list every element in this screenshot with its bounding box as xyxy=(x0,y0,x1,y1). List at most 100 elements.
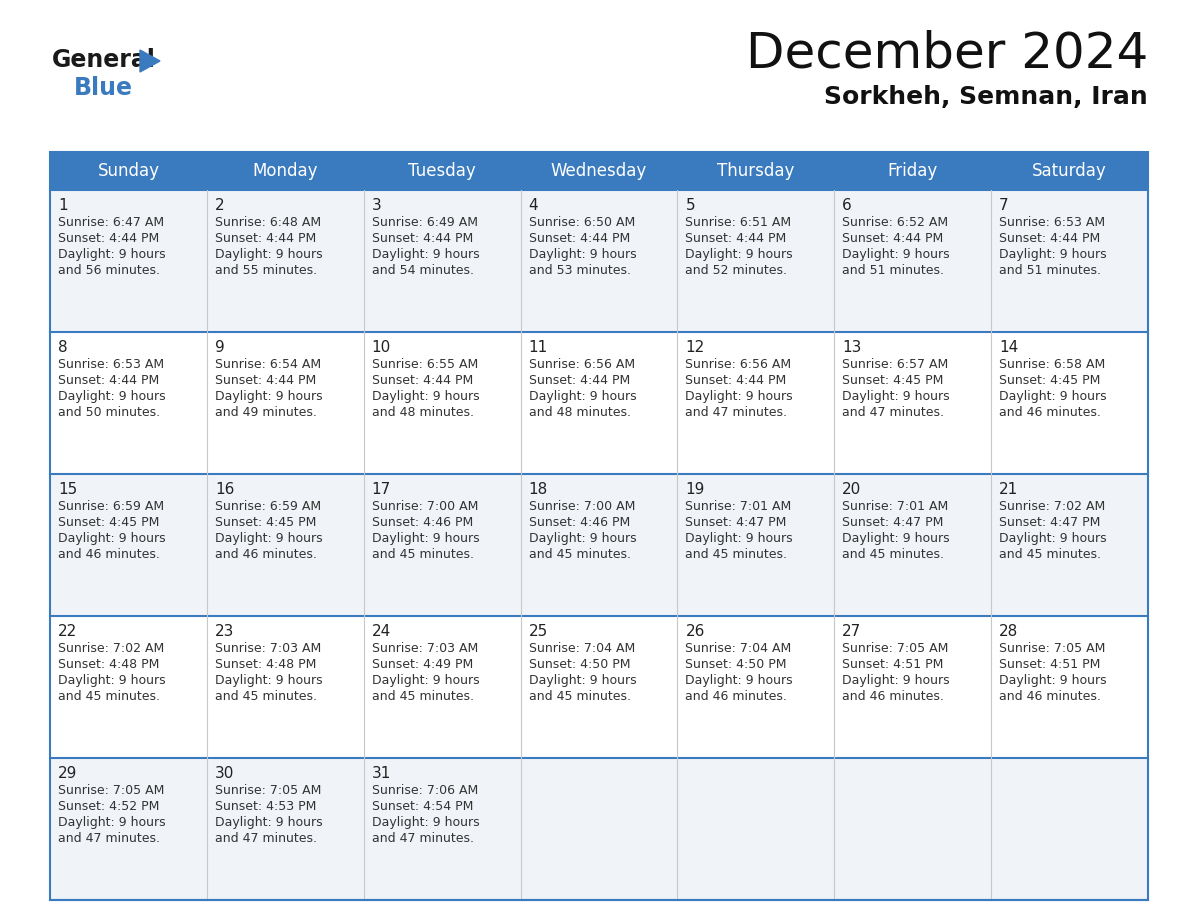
Text: Daylight: 9 hours: Daylight: 9 hours xyxy=(529,674,637,687)
Text: 19: 19 xyxy=(685,482,704,497)
Text: Sunrise: 6:53 AM: Sunrise: 6:53 AM xyxy=(58,358,164,371)
Text: and 52 minutes.: and 52 minutes. xyxy=(685,264,788,277)
Text: Sunrise: 6:53 AM: Sunrise: 6:53 AM xyxy=(999,216,1105,229)
Text: and 47 minutes.: and 47 minutes. xyxy=(215,832,317,845)
Text: Sunset: 4:44 PM: Sunset: 4:44 PM xyxy=(529,374,630,387)
Text: Daylight: 9 hours: Daylight: 9 hours xyxy=(685,390,794,403)
Text: and 48 minutes.: and 48 minutes. xyxy=(372,406,474,419)
Text: and 46 minutes.: and 46 minutes. xyxy=(999,406,1101,419)
Text: and 47 minutes.: and 47 minutes. xyxy=(58,832,160,845)
Text: Sunrise: 7:04 AM: Sunrise: 7:04 AM xyxy=(685,642,791,655)
Text: Saturday: Saturday xyxy=(1032,162,1107,180)
Bar xyxy=(50,152,1148,190)
Text: Tuesday: Tuesday xyxy=(409,162,476,180)
Text: 9: 9 xyxy=(215,340,225,355)
Text: Sunset: 4:45 PM: Sunset: 4:45 PM xyxy=(999,374,1100,387)
Text: Daylight: 9 hours: Daylight: 9 hours xyxy=(842,674,950,687)
Text: Daylight: 9 hours: Daylight: 9 hours xyxy=(372,532,479,545)
Text: 1: 1 xyxy=(58,198,68,213)
Text: Sunrise: 6:59 AM: Sunrise: 6:59 AM xyxy=(58,500,164,513)
Text: and 45 minutes.: and 45 minutes. xyxy=(529,690,631,703)
Text: Sunset: 4:44 PM: Sunset: 4:44 PM xyxy=(372,374,473,387)
Text: Daylight: 9 hours: Daylight: 9 hours xyxy=(685,248,794,261)
Text: Monday: Monday xyxy=(253,162,318,180)
Text: Sunrise: 7:02 AM: Sunrise: 7:02 AM xyxy=(58,642,164,655)
Text: 13: 13 xyxy=(842,340,861,355)
Text: Daylight: 9 hours: Daylight: 9 hours xyxy=(58,674,165,687)
Text: 26: 26 xyxy=(685,624,704,639)
Text: Wednesday: Wednesday xyxy=(551,162,647,180)
Text: Sunrise: 6:48 AM: Sunrise: 6:48 AM xyxy=(215,216,321,229)
Text: and 46 minutes.: and 46 minutes. xyxy=(58,548,160,561)
Text: 10: 10 xyxy=(372,340,391,355)
Text: Daylight: 9 hours: Daylight: 9 hours xyxy=(842,532,950,545)
Text: Daylight: 9 hours: Daylight: 9 hours xyxy=(842,248,950,261)
Text: Daylight: 9 hours: Daylight: 9 hours xyxy=(58,532,165,545)
Text: Sunset: 4:44 PM: Sunset: 4:44 PM xyxy=(529,232,630,245)
Text: and 46 minutes.: and 46 minutes. xyxy=(999,690,1101,703)
Text: Sunset: 4:44 PM: Sunset: 4:44 PM xyxy=(58,374,159,387)
Text: 31: 31 xyxy=(372,766,391,781)
Text: and 45 minutes.: and 45 minutes. xyxy=(372,548,474,561)
Text: Daylight: 9 hours: Daylight: 9 hours xyxy=(842,390,950,403)
Text: 14: 14 xyxy=(999,340,1018,355)
Text: Sunrise: 7:05 AM: Sunrise: 7:05 AM xyxy=(58,784,164,797)
Text: Sunset: 4:45 PM: Sunset: 4:45 PM xyxy=(215,516,316,529)
Text: Sunset: 4:46 PM: Sunset: 4:46 PM xyxy=(372,516,473,529)
Polygon shape xyxy=(140,50,160,72)
Text: and 45 minutes.: and 45 minutes. xyxy=(999,548,1101,561)
Text: Sunrise: 7:03 AM: Sunrise: 7:03 AM xyxy=(372,642,478,655)
Text: Daylight: 9 hours: Daylight: 9 hours xyxy=(529,532,637,545)
Text: and 51 minutes.: and 51 minutes. xyxy=(842,264,944,277)
Text: Blue: Blue xyxy=(74,76,133,100)
Bar xyxy=(50,616,1148,758)
Text: and 51 minutes.: and 51 minutes. xyxy=(999,264,1101,277)
Text: Sunset: 4:47 PM: Sunset: 4:47 PM xyxy=(685,516,786,529)
Text: and 45 minutes.: and 45 minutes. xyxy=(215,690,317,703)
Text: General: General xyxy=(52,48,156,72)
Text: Daylight: 9 hours: Daylight: 9 hours xyxy=(58,816,165,829)
Text: Sunset: 4:51 PM: Sunset: 4:51 PM xyxy=(842,658,943,671)
Text: Daylight: 9 hours: Daylight: 9 hours xyxy=(372,816,479,829)
Text: Daylight: 9 hours: Daylight: 9 hours xyxy=(215,674,322,687)
Text: Sunrise: 6:52 AM: Sunrise: 6:52 AM xyxy=(842,216,948,229)
Text: Sunset: 4:49 PM: Sunset: 4:49 PM xyxy=(372,658,473,671)
Text: Daylight: 9 hours: Daylight: 9 hours xyxy=(529,390,637,403)
Bar xyxy=(50,190,1148,332)
Text: 28: 28 xyxy=(999,624,1018,639)
Text: Sunset: 4:44 PM: Sunset: 4:44 PM xyxy=(215,374,316,387)
Bar xyxy=(50,152,1148,900)
Bar xyxy=(50,474,1148,616)
Text: Daylight: 9 hours: Daylight: 9 hours xyxy=(685,532,794,545)
Text: and 47 minutes.: and 47 minutes. xyxy=(372,832,474,845)
Text: Sunrise: 6:56 AM: Sunrise: 6:56 AM xyxy=(685,358,791,371)
Text: Daylight: 9 hours: Daylight: 9 hours xyxy=(372,248,479,261)
Text: Sunset: 4:44 PM: Sunset: 4:44 PM xyxy=(215,232,316,245)
Text: and 45 minutes.: and 45 minutes. xyxy=(529,548,631,561)
Text: and 45 minutes.: and 45 minutes. xyxy=(58,690,160,703)
Text: Sunday: Sunday xyxy=(97,162,159,180)
Bar xyxy=(50,758,1148,900)
Text: 27: 27 xyxy=(842,624,861,639)
Text: and 55 minutes.: and 55 minutes. xyxy=(215,264,317,277)
Text: Sunrise: 6:55 AM: Sunrise: 6:55 AM xyxy=(372,358,478,371)
Text: Sorkheh, Semnan, Iran: Sorkheh, Semnan, Iran xyxy=(824,85,1148,109)
Text: Sunset: 4:50 PM: Sunset: 4:50 PM xyxy=(529,658,630,671)
Text: 30: 30 xyxy=(215,766,234,781)
Text: 11: 11 xyxy=(529,340,548,355)
Text: 20: 20 xyxy=(842,482,861,497)
Text: 17: 17 xyxy=(372,482,391,497)
Text: and 50 minutes.: and 50 minutes. xyxy=(58,406,160,419)
Text: Sunset: 4:52 PM: Sunset: 4:52 PM xyxy=(58,800,159,813)
Text: Daylight: 9 hours: Daylight: 9 hours xyxy=(999,390,1107,403)
Text: 5: 5 xyxy=(685,198,695,213)
Text: and 45 minutes.: and 45 minutes. xyxy=(842,548,944,561)
Text: Daylight: 9 hours: Daylight: 9 hours xyxy=(372,390,479,403)
Text: and 54 minutes.: and 54 minutes. xyxy=(372,264,474,277)
Text: 18: 18 xyxy=(529,482,548,497)
Text: Sunrise: 7:01 AM: Sunrise: 7:01 AM xyxy=(685,500,791,513)
Text: 29: 29 xyxy=(58,766,77,781)
Text: Sunset: 4:44 PM: Sunset: 4:44 PM xyxy=(685,374,786,387)
Text: and 47 minutes.: and 47 minutes. xyxy=(685,406,788,419)
Text: Sunset: 4:50 PM: Sunset: 4:50 PM xyxy=(685,658,786,671)
